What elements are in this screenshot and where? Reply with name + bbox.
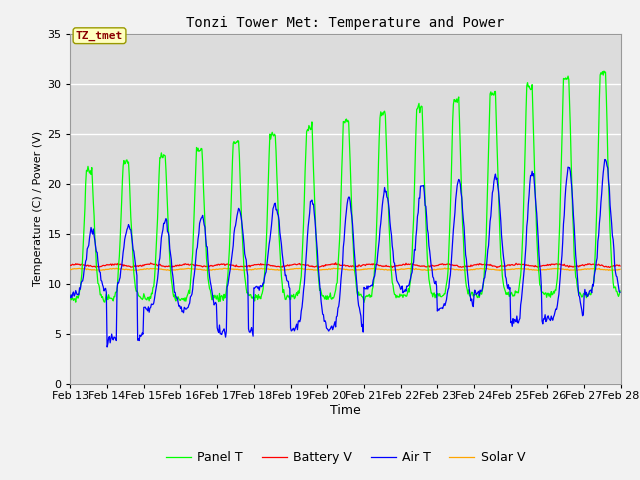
Title: Tonzi Tower Met: Temperature and Power: Tonzi Tower Met: Temperature and Power bbox=[186, 16, 505, 30]
Battery V bbox=[133, 263, 141, 269]
X-axis label: Time: Time bbox=[330, 404, 361, 417]
Solar V bbox=[428, 267, 436, 273]
Panel T bbox=[616, 288, 624, 294]
Text: TZ_tmet: TZ_tmet bbox=[76, 31, 123, 41]
Panel T bbox=[133, 288, 141, 294]
Air T bbox=[601, 156, 609, 162]
Air T bbox=[189, 277, 197, 283]
Solar V bbox=[441, 265, 449, 271]
Panel T bbox=[413, 106, 420, 112]
Air T bbox=[219, 328, 227, 334]
Legend: Panel T, Battery V, Air T, Solar V: Panel T, Battery V, Air T, Solar V bbox=[161, 446, 530, 469]
Battery V bbox=[77, 263, 84, 268]
Panel T bbox=[77, 285, 84, 291]
Panel T bbox=[67, 293, 74, 299]
Battery V bbox=[67, 263, 74, 268]
Air T bbox=[103, 344, 111, 350]
Battery V bbox=[332, 260, 339, 265]
Air T bbox=[134, 337, 141, 343]
Battery V bbox=[493, 265, 500, 271]
Battery V bbox=[616, 263, 624, 269]
Air T bbox=[67, 295, 74, 300]
Panel T bbox=[360, 300, 368, 305]
Line: Panel T: Panel T bbox=[70, 71, 620, 302]
Solar V bbox=[67, 266, 74, 272]
Solar V bbox=[218, 266, 225, 272]
Solar V bbox=[189, 266, 196, 272]
Battery V bbox=[429, 263, 436, 269]
Y-axis label: Temperature (C) / Power (V): Temperature (C) / Power (V) bbox=[33, 131, 43, 287]
Air T bbox=[77, 287, 84, 292]
Air T bbox=[429, 274, 436, 280]
Line: Solar V: Solar V bbox=[70, 268, 620, 271]
Solar V bbox=[412, 266, 420, 272]
Battery V bbox=[413, 262, 420, 268]
Solar V bbox=[77, 266, 84, 272]
Solar V bbox=[133, 267, 141, 273]
Panel T bbox=[218, 293, 225, 299]
Line: Battery V: Battery V bbox=[70, 263, 620, 268]
Battery V bbox=[218, 261, 225, 267]
Panel T bbox=[189, 250, 196, 255]
Air T bbox=[413, 227, 420, 232]
Solar V bbox=[496, 268, 504, 274]
Solar V bbox=[616, 266, 624, 272]
Panel T bbox=[600, 68, 608, 74]
Air T bbox=[616, 289, 624, 295]
Panel T bbox=[429, 294, 436, 300]
Battery V bbox=[189, 262, 196, 267]
Line: Air T: Air T bbox=[70, 159, 620, 347]
